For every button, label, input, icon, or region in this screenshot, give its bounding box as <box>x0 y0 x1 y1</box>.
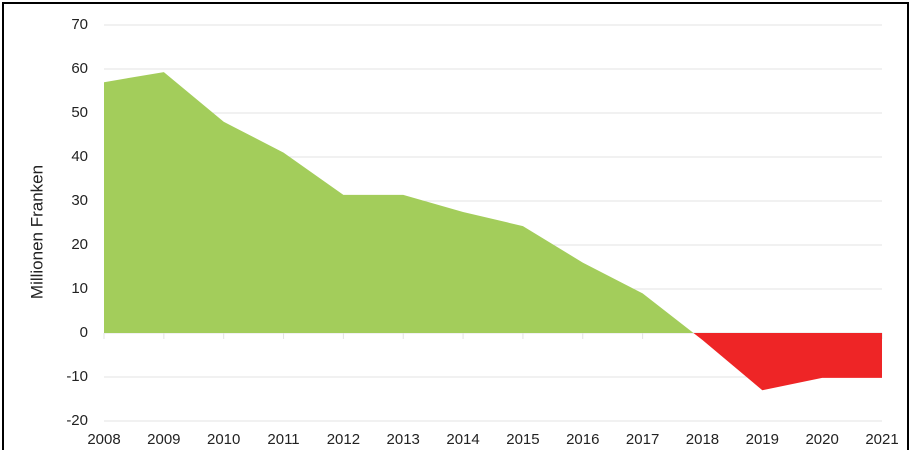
x-tick-label: 2017 <box>626 431 659 448</box>
y-tick-label: 70 <box>71 16 88 33</box>
y-tick-label: 40 <box>71 148 88 165</box>
x-tick-label: 2021 <box>865 431 898 448</box>
y-tick-label: 20 <box>71 236 88 253</box>
x-tick-label: 2014 <box>446 431 479 448</box>
area <box>104 72 882 391</box>
x-tick-label: 2013 <box>387 431 420 448</box>
y-tick-label: -20 <box>66 412 88 429</box>
x-tick-label: 2008 <box>87 431 120 448</box>
y-tick-label: 60 <box>71 60 88 77</box>
x-tick-label: 2016 <box>566 431 599 448</box>
y-tick-label: 30 <box>71 192 88 209</box>
x-tick-label: 2015 <box>506 431 539 448</box>
y-tick-label: -10 <box>66 368 88 385</box>
x-tick-label: 2019 <box>746 431 779 448</box>
y-tick-label: 0 <box>80 324 88 341</box>
x-tick-label: 2011 <box>267 431 299 448</box>
x-tick-label: 2010 <box>207 431 240 448</box>
x-tick-label: 2020 <box>805 431 838 448</box>
x-tick-label: 2009 <box>147 431 180 448</box>
y-tick-label: 10 <box>71 280 88 297</box>
y-axis-label: Millionen Franken <box>27 165 46 299</box>
y-tick-label: 50 <box>71 104 88 121</box>
x-tick-label: 2018 <box>686 431 719 448</box>
x-tick-label: 2012 <box>327 431 360 448</box>
